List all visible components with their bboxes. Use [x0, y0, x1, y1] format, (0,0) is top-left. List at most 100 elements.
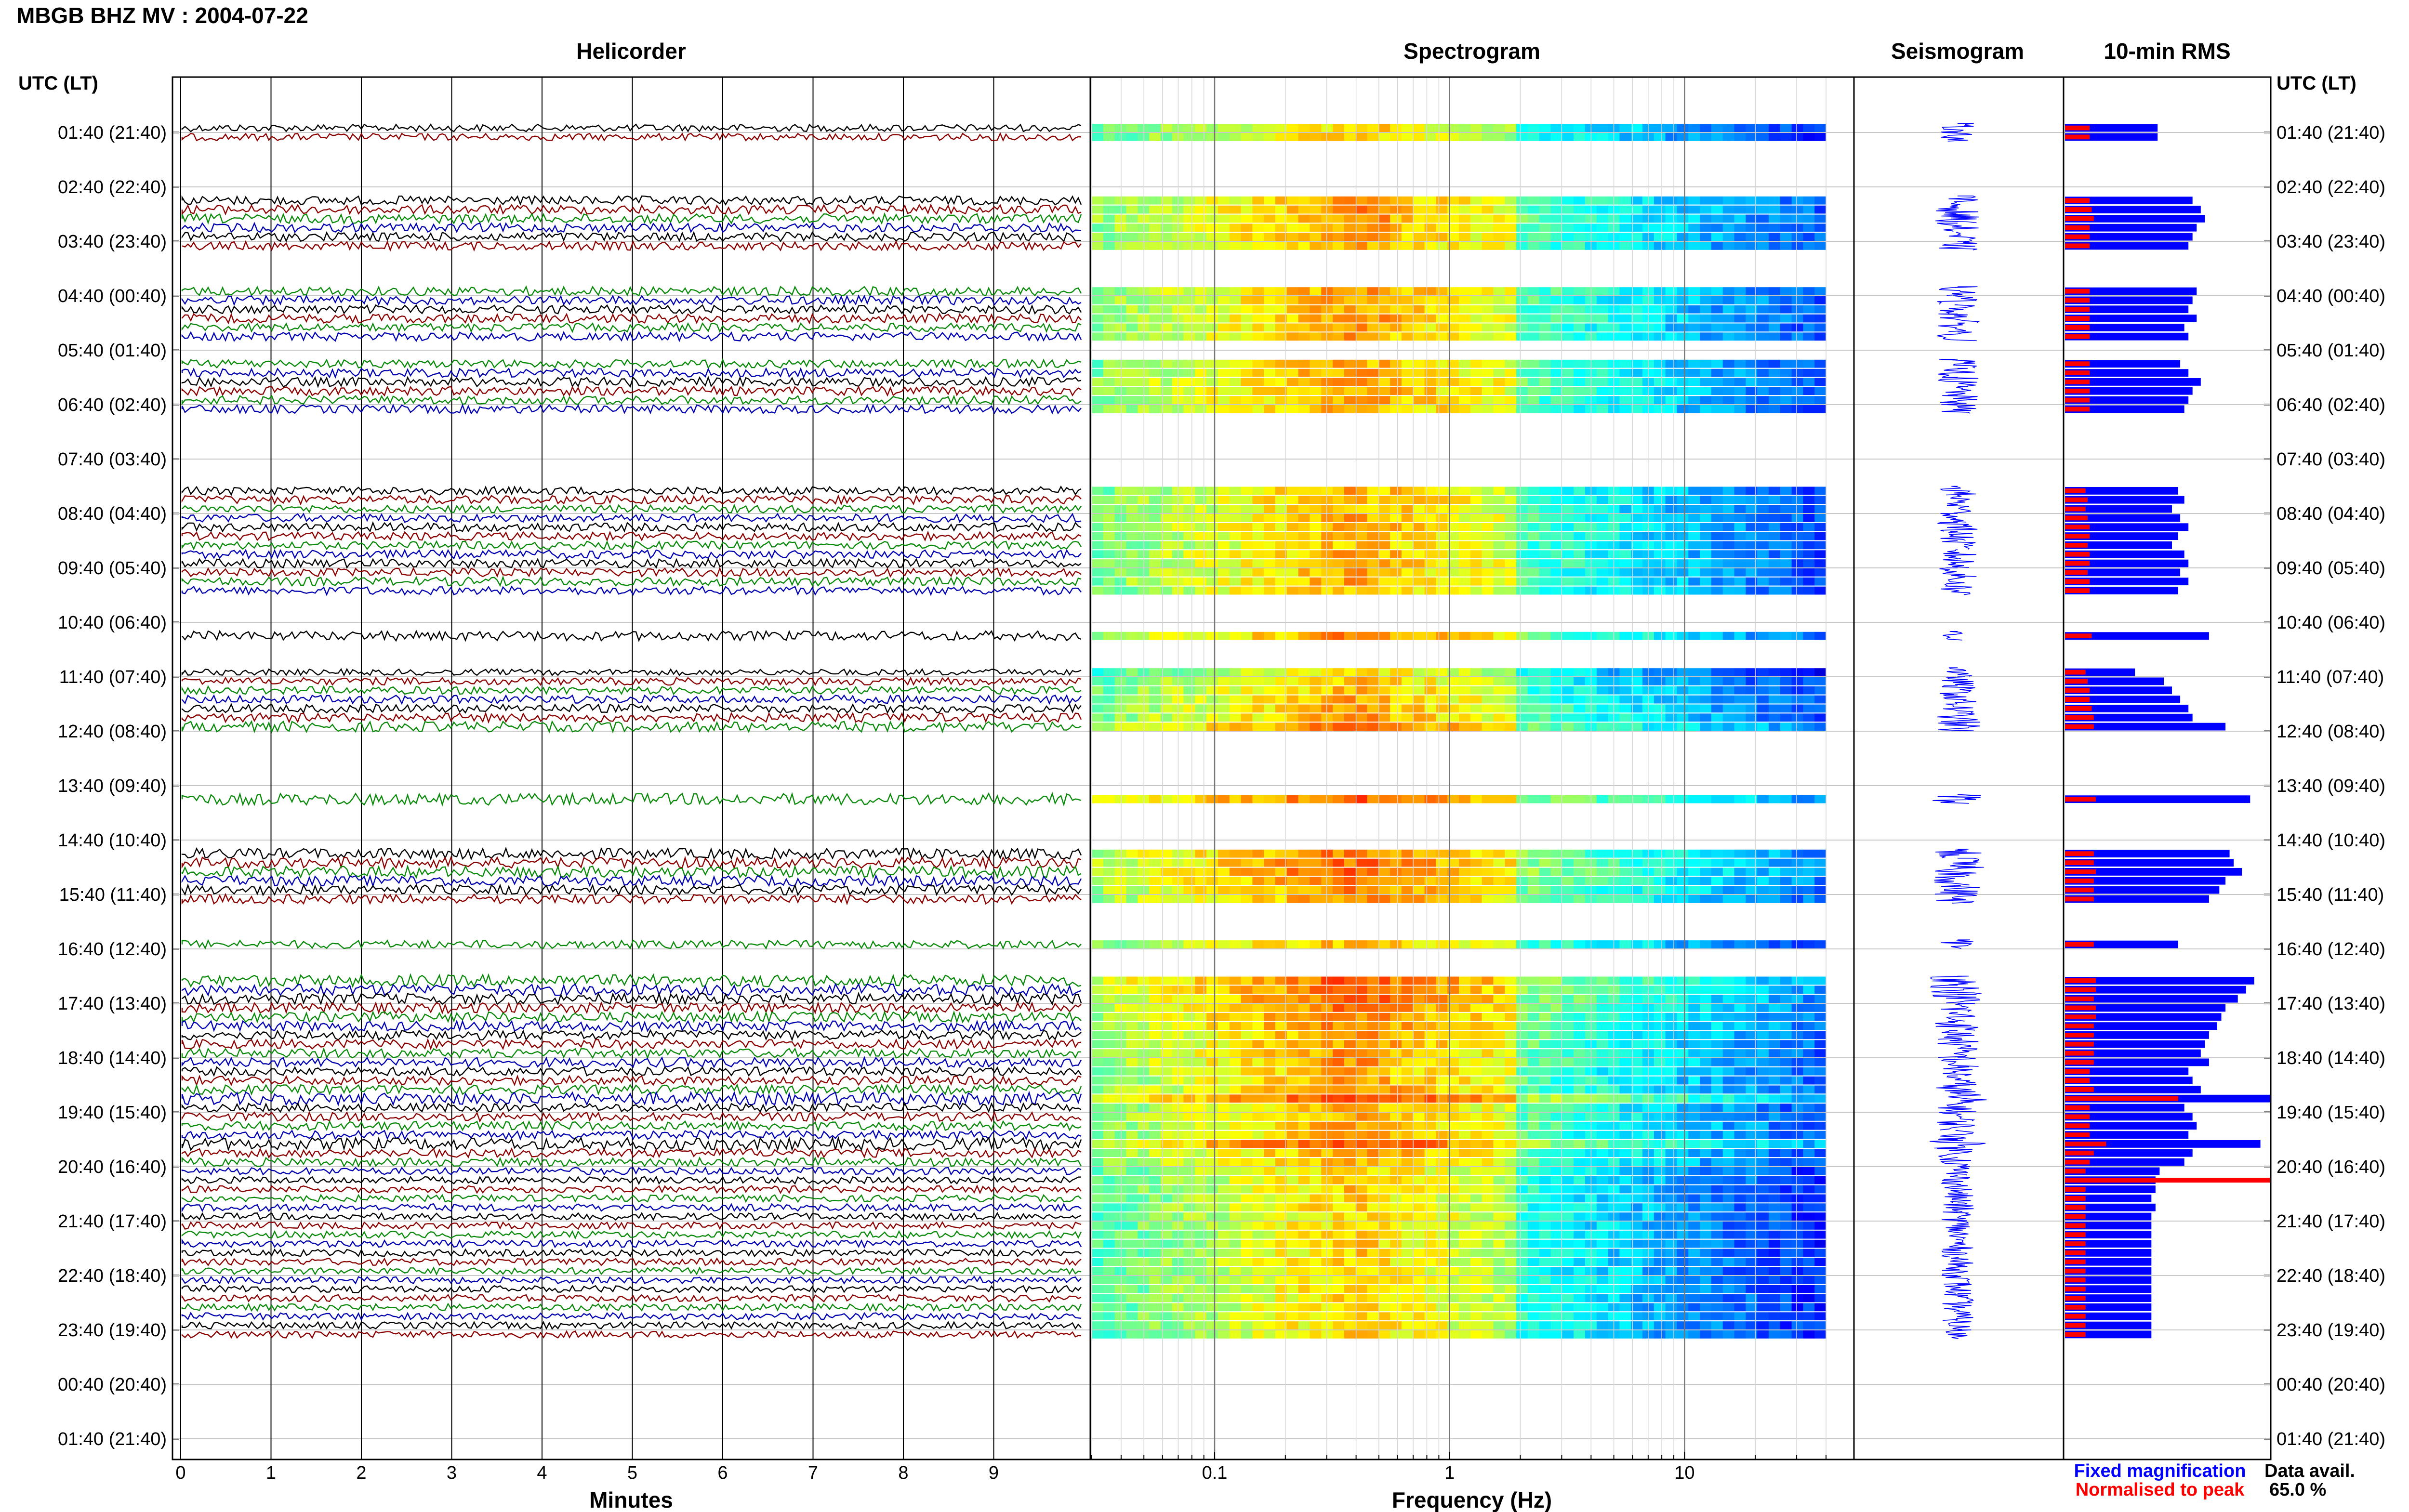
spectrogram-cell	[1401, 677, 1414, 685]
spectrogram-cell	[1264, 895, 1276, 903]
spectrogram-cell	[1539, 695, 1551, 704]
spectrogram-cell	[1424, 886, 1436, 894]
spectrogram-cell	[1103, 550, 1115, 559]
spectrogram-cell	[1711, 986, 1723, 994]
spectrogram-cell	[1310, 586, 1322, 595]
spectrogram-cell	[1401, 1140, 1414, 1148]
spectrogram-cell	[1149, 568, 1161, 577]
helicorder-trace	[181, 883, 1082, 896]
spectrogram-cell	[1298, 1140, 1310, 1148]
spectrogram-cell	[1654, 986, 1666, 994]
spectrogram-cell	[1596, 305, 1609, 314]
spectrogram-cell	[1631, 205, 1643, 214]
spectrogram-cell	[1574, 1067, 1586, 1076]
spectrogram-cell	[1424, 305, 1436, 314]
spectrogram-cell	[1711, 568, 1723, 577]
spectrogram-cell	[1390, 541, 1402, 550]
spectrogram-cell	[1688, 886, 1700, 894]
spectrogram-cell	[1229, 1131, 1242, 1139]
spectrogram-cell	[1160, 1131, 1173, 1139]
spectrogram-cell	[1574, 986, 1586, 994]
spectrogram-cell	[1631, 1022, 1643, 1030]
spectrogram-cell	[1310, 486, 1322, 495]
spectrogram-cell	[1505, 505, 1517, 513]
helicorder-trace	[181, 1293, 1082, 1303]
spectrogram-cell	[1310, 986, 1322, 994]
spectrogram-cell	[1596, 1076, 1609, 1085]
spectrogram-cell	[1286, 296, 1299, 304]
spectrogram-cell	[1241, 396, 1253, 404]
spectrogram-cell	[1275, 723, 1287, 731]
spectrogram-cell	[1700, 305, 1712, 314]
spectrogram-cell	[1160, 723, 1173, 731]
spectrogram-cell	[1596, 1012, 1609, 1021]
spectrogram-cell	[1333, 1113, 1345, 1121]
spectrogram-cell	[1229, 378, 1242, 386]
spectrogram-cell	[1665, 868, 1677, 876]
spectrogram-cell	[1333, 287, 1345, 295]
spectrogram-cell	[1378, 233, 1390, 241]
spectrogram-cell	[1195, 668, 1207, 676]
spectrogram-cell	[1126, 296, 1138, 304]
spectrogram-cell	[1677, 541, 1689, 550]
spectrogram-cell	[1149, 124, 1161, 132]
spectrogram-cell	[1218, 976, 1230, 985]
spectrogram-cell	[1160, 586, 1173, 595]
spectrogram-cell	[1252, 940, 1264, 948]
spectrogram-cell	[1436, 1049, 1448, 1057]
spectrogram-cell	[1241, 1022, 1253, 1030]
spectrogram-cell	[1505, 233, 1517, 241]
spectrogram-cell	[1619, 995, 1631, 1003]
helicorder-trace	[181, 1119, 1082, 1132]
spectrogram-cell	[1092, 1131, 1104, 1139]
spectrogram-cell	[1390, 505, 1402, 513]
spectrogram-cell	[1103, 1012, 1115, 1021]
spectrogram-cell	[1677, 1140, 1689, 1148]
spectrogram-cell	[1149, 323, 1161, 332]
spectrogram-cell	[1814, 1076, 1827, 1085]
spectrogram-cell	[1092, 886, 1104, 894]
spectrogram-cell	[1195, 849, 1207, 858]
spectrogram-cell	[1103, 124, 1115, 132]
spectrogram-cell	[1700, 668, 1712, 676]
spectrogram-cell	[1768, 196, 1781, 205]
spectrogram-cell	[1677, 795, 1689, 803]
spectrogram-cell	[1344, 695, 1356, 704]
spectrogram-cell	[1424, 1149, 1436, 1157]
spectrogram-cell	[1527, 695, 1540, 704]
spectrogram-cell	[1378, 214, 1390, 223]
spectrogram-cell	[1264, 1167, 1276, 1175]
spectrogram-cell	[1218, 133, 1230, 141]
spectrogram-cell	[1527, 868, 1540, 876]
helicorder-trace	[181, 1019, 1082, 1033]
spectrogram-cell	[1596, 631, 1609, 640]
spectrogram-cell	[1654, 1040, 1666, 1049]
spectrogram-cell	[1355, 1203, 1368, 1212]
helicorder-trace	[181, 195, 1082, 206]
spectrogram-cell	[1527, 586, 1540, 595]
spectrogram-cell	[1619, 305, 1631, 314]
spectrogram-cell	[1436, 849, 1448, 858]
spectrogram-cell	[1505, 677, 1517, 685]
spectrogram-cell	[1814, 695, 1827, 704]
spectrogram-cell	[1562, 378, 1574, 386]
spectrogram-cell	[1677, 496, 1689, 504]
spectrogram-cell	[1768, 242, 1781, 250]
spectrogram-cell	[1298, 1167, 1310, 1175]
spectrogram-cell	[1183, 214, 1195, 223]
spectrogram-cell	[1688, 505, 1700, 513]
spectrogram-cell	[1803, 1085, 1815, 1094]
spectrogram-cell	[1367, 1194, 1379, 1203]
spectrogram-cell	[1218, 986, 1230, 994]
spectrogram-cell	[1436, 677, 1448, 685]
spectrogram-cell	[1447, 1140, 1459, 1148]
spectrogram-cell	[1321, 1158, 1333, 1166]
spectrogram-cell	[1333, 886, 1345, 894]
spectrogram-cell	[1286, 396, 1299, 404]
spectrogram-cell	[1195, 976, 1207, 985]
spectrogram-cell	[1413, 133, 1425, 141]
spectrogram-cell	[1264, 378, 1276, 386]
spectrogram-cell	[1206, 1085, 1218, 1094]
spectrogram-cell	[1654, 205, 1666, 214]
spectrogram-cell	[1550, 723, 1562, 731]
